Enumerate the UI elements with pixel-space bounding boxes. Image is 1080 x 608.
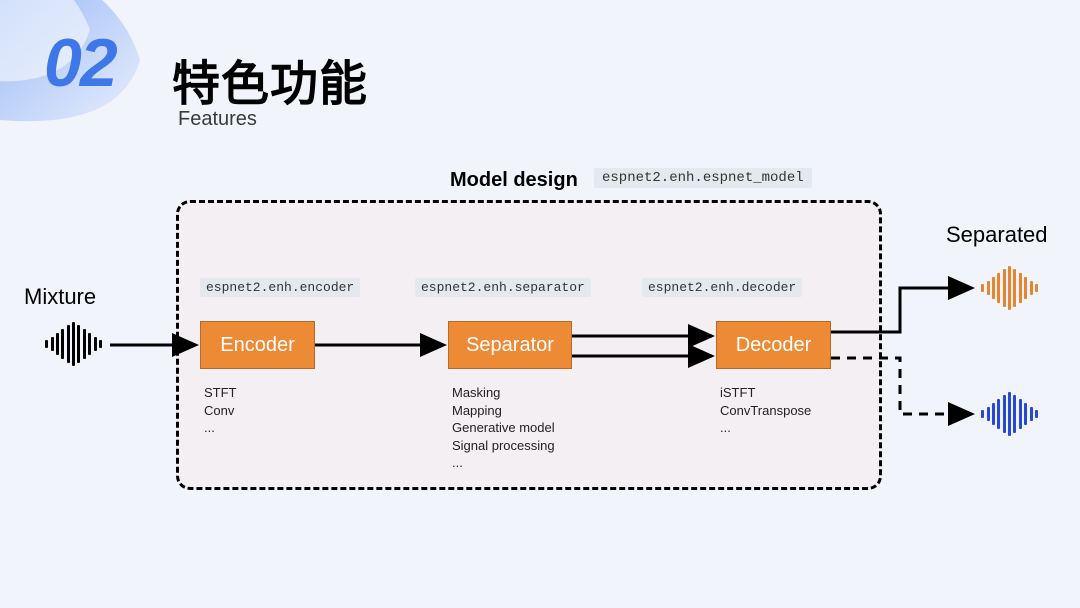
page-title-chinese: 特色功能 — [172, 44, 368, 114]
encoder-items: STFTConv... — [204, 384, 237, 437]
page-title-english: Features — [178, 108, 257, 131]
encoder-module-tag: espnet2.enh.encoder — [200, 278, 360, 297]
decoder-block: Decoder — [716, 321, 831, 369]
decoder-items: iSTFTConvTranspose... — [720, 384, 811, 437]
separated-waveform-2-icon — [980, 392, 1039, 436]
separator-block: Separator — [448, 321, 572, 369]
output-label: Separated — [946, 222, 1048, 248]
diagram-title: Model design — [450, 169, 578, 192]
main-module-tag: espnet2.enh.espnet_model — [594, 168, 812, 188]
separator-module-tag: espnet2.enh.separator — [415, 278, 591, 297]
encoder-block: Encoder — [200, 321, 315, 369]
decoder-module-tag: espnet2.enh.decoder — [642, 278, 802, 297]
separated-waveform-1-icon — [980, 266, 1039, 310]
section-number: 02 — [44, 24, 116, 102]
mixture-waveform-icon — [44, 322, 103, 366]
separator-items: MaskingMappingGenerative modelSignal pro… — [452, 384, 555, 472]
input-label: Mixture — [24, 284, 96, 310]
